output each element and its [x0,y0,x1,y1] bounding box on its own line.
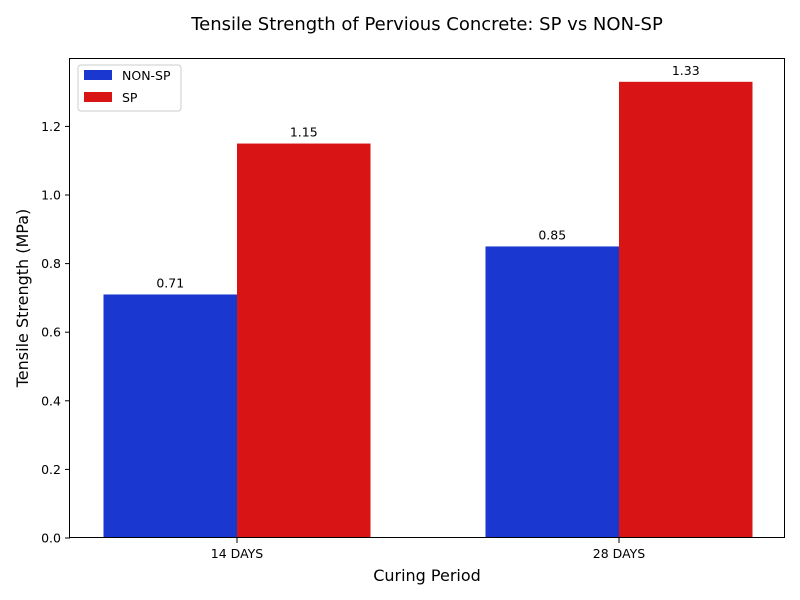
bar-value-label: 1.15 [290,125,318,140]
y-tick-label: 0.6 [41,325,61,340]
bar-value-label: 1.33 [672,63,700,78]
legend-label: NON-SP [122,68,171,83]
bar-non-sp-14-days [103,294,237,538]
y-tick-label: 1.0 [41,187,61,202]
y-tick-label: 0.8 [41,256,61,271]
x-axis-label: Curing Period [373,566,481,585]
bar-sp-14-days [237,143,371,538]
plot-area: 0.71 0.85 1.15 1.33 0.0 0.2 0.4 0.6 0.8 1.0 1.2 14 … [41,63,753,561]
legend-swatch-non-sp [84,70,112,80]
bar-non-sp-28-days [485,246,619,538]
y-tick-label: 0.4 [41,393,61,408]
bar-sp-28-days [619,81,753,539]
legend: NON-SP SP [77,64,182,112]
legend-label: SP [122,90,138,105]
y-tick-label: 0.2 [41,462,61,477]
plot-frame [69,58,785,538]
x-tick-label: 14 DAYS [211,546,264,561]
bar-value-label: 0.71 [156,275,184,290]
x-tick-label: 28 DAYS [593,546,646,561]
legend-swatch-sp [84,92,112,102]
y-axis-label: Tensile Strength (MPa) [13,209,32,389]
bar-value-label: 0.85 [538,227,566,242]
chart-title: Tensile Strength of Pervious Concrete: S… [190,14,663,35]
y-tick-label: 0.0 [41,531,61,546]
y-tick-label: 1.2 [41,119,61,134]
